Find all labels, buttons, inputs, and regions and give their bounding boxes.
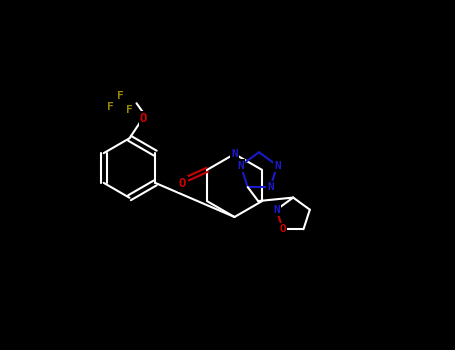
Text: F: F (117, 91, 124, 101)
Text: O: O (179, 177, 187, 190)
Text: O: O (279, 224, 286, 234)
Text: F: F (126, 105, 133, 115)
Text: O: O (140, 112, 147, 126)
Text: N: N (274, 161, 281, 170)
Text: N: N (231, 149, 238, 159)
Text: N: N (267, 182, 274, 192)
Text: N: N (238, 161, 244, 170)
Text: N: N (273, 205, 280, 215)
Text: F: F (107, 102, 114, 112)
